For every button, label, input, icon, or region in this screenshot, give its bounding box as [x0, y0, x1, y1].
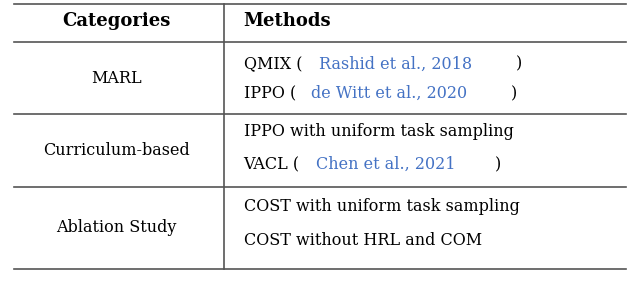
Text: ): )	[515, 56, 522, 73]
Text: MARL: MARL	[91, 70, 141, 87]
Text: de Witt et al., 2020: de Witt et al., 2020	[310, 85, 467, 102]
Text: IPPO with uniform task sampling: IPPO with uniform task sampling	[244, 123, 513, 140]
Text: ): )	[511, 85, 518, 102]
Text: Chen et al., 2021: Chen et al., 2021	[316, 156, 455, 173]
Text: IPPO (: IPPO (	[244, 85, 296, 102]
Text: Rashid et al., 2018: Rashid et al., 2018	[319, 56, 472, 73]
Text: VACL (: VACL (	[244, 156, 300, 173]
Text: ): )	[495, 156, 501, 173]
Text: COST with uniform task sampling: COST with uniform task sampling	[244, 198, 520, 215]
Text: QMIX (: QMIX (	[244, 56, 302, 73]
Text: Categories: Categories	[62, 12, 170, 30]
Text: Curriculum-based: Curriculum-based	[43, 142, 189, 159]
Text: Ablation Study: Ablation Study	[56, 219, 176, 236]
Text: COST without HRL and COM: COST without HRL and COM	[244, 232, 482, 249]
Text: Methods: Methods	[244, 12, 331, 30]
